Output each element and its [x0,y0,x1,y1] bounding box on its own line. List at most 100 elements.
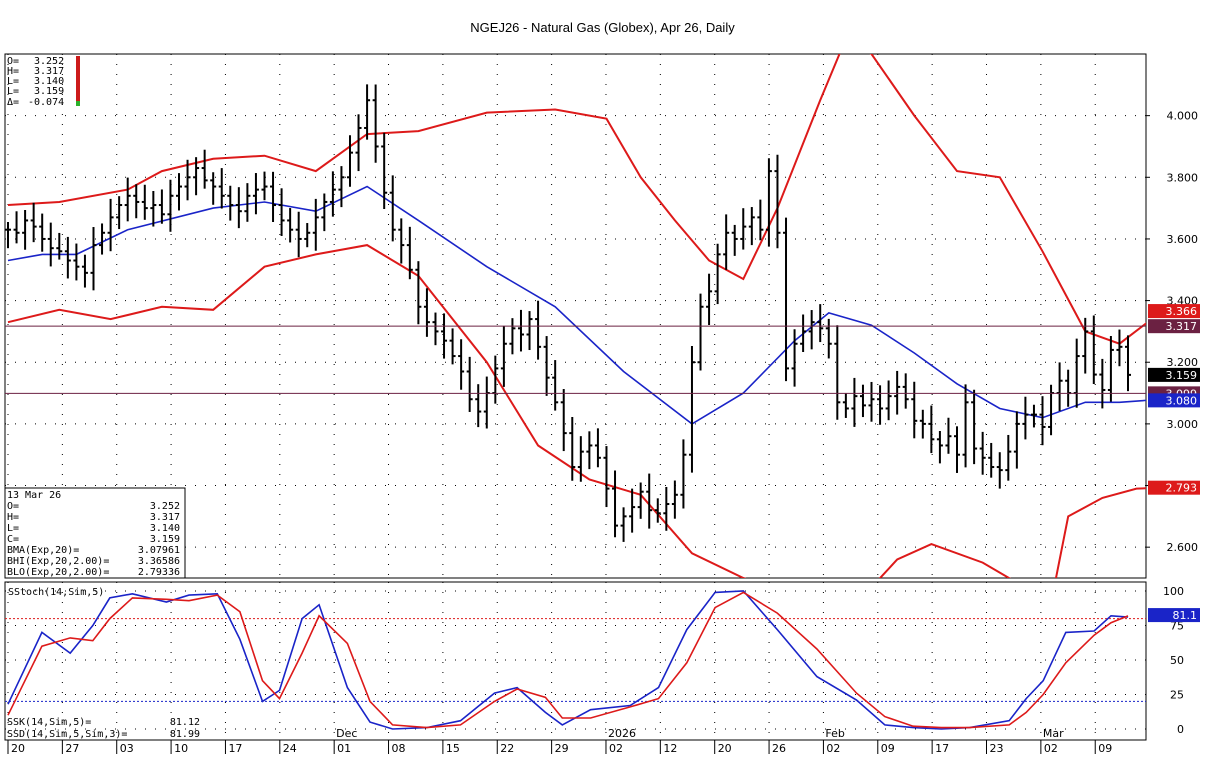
price-bar [5,221,11,249]
ssd-line [7,591,1129,729]
price-bar [1030,404,1037,428]
price-bar [346,135,353,187]
price-bar [201,149,208,189]
price-bar [706,273,713,326]
price-bar [483,376,490,429]
price-bar [372,84,379,163]
x-tick-label: 17 [228,742,242,755]
y-tick-label: 2.600 [1167,541,1199,554]
price-bar [979,431,986,475]
x-tick-label: 17 [935,742,949,755]
y-tick-label: 3.600 [1167,233,1199,246]
value-tag-label: 3.080 [1166,394,1198,407]
info-low-key: L= [7,523,19,534]
price-bar [1065,369,1072,407]
y-tick-label: 4.000 [1167,110,1199,123]
horizontal-lines [5,325,1146,702]
price-value-tag: 3.159 [1148,367,1200,382]
y-axis-labels: 2.6002.8003.0003.2003.4003.6003.8004.000… [1146,110,1198,736]
price-bar [783,217,790,382]
price-bar [389,175,396,242]
x-month-label: Feb [825,727,844,740]
price-bar [671,480,678,519]
price-bar [449,328,456,365]
price-bar [124,177,131,222]
info-box: 13 Mar 26 O= 3.252 H= 3.317 L= 3.140 C= 3.15… [4,487,186,579]
price-bar [278,188,285,236]
price-bar [466,356,473,412]
price-bar [765,158,772,247]
price-bar [47,222,54,267]
price-bar [620,507,627,542]
info-bma-value: 3.07961 [138,545,180,556]
price-bar [851,377,858,427]
x-tick-label: 22 [500,742,514,755]
price-bar [646,473,653,529]
y-tick-label: 100 [1163,585,1184,598]
price-bar [329,171,336,217]
price-bar [919,409,926,439]
price-value-tag: 3.317 [1148,319,1200,334]
price-bar [321,193,328,232]
price-bar [800,314,807,353]
x-tick-label: 24 [283,742,297,755]
price-bar [517,309,524,352]
readout-last-value: 3.159 [34,86,64,97]
x-tick-label: 20 [718,742,732,755]
price-bar [56,232,63,260]
price-bar [30,202,37,243]
price-bar [842,393,849,418]
value-tag-label: 3.317 [1166,320,1198,333]
price-bar [193,157,200,196]
ssd-key: SSD(14,Sim,5,Sim,3)= [7,729,127,740]
x-tick-label: 01 [337,742,351,755]
price-bar [509,318,516,355]
price-bar [834,325,841,420]
y-tick-label: 50 [1170,654,1184,667]
price-bar [663,486,670,531]
info-blo-value: 2.79336 [138,567,180,578]
x-tick-label: 02 [826,742,840,755]
price-bar [723,214,730,270]
price-bar [569,416,576,481]
price-bar [902,373,909,409]
price-bar [808,310,815,350]
price-bar [1090,315,1097,385]
x-tick-label: 20 [11,742,25,755]
y-tick-label: 25 [1170,689,1184,702]
value-tag-label: 3.159 [1166,369,1198,382]
x-tick-label: 23 [990,742,1004,755]
info-bma-key: BMA(Exp,20)= [7,545,79,556]
price-bar [398,218,405,264]
x-month-label: 2026 [608,727,636,740]
x-tick-label: 10 [174,742,188,755]
price-bar [304,223,311,248]
grid-dots [5,54,1146,740]
price-bar [988,442,995,478]
price-bar [654,498,661,523]
readout-low-value: 3.140 [34,76,64,87]
x-tick-label: 08 [392,742,406,755]
x-tick-label: 09 [1098,742,1112,755]
readout-last-key: L= [7,86,19,97]
readout-high-value: 3.317 [34,66,64,77]
price-bar [748,207,755,246]
price-bar [158,189,165,224]
x-month-label: Dec [336,727,357,740]
price-bar [1005,434,1012,481]
price-bar [757,199,764,241]
price-bar [594,428,601,468]
x-tick-label: 29 [555,742,569,755]
range-indicator-green [76,101,80,106]
ssk-key: SSK(14,Sim,5)= [7,717,91,728]
ssk-value: 81.12 [170,717,200,728]
price-bar [218,168,225,209]
stoch-title: SStoch(14,Sim,5) [8,587,104,598]
price-bar [885,380,892,421]
price-bar [364,84,371,140]
price-bar [996,452,1003,489]
price-bar [1107,336,1114,402]
price-bar [1116,329,1123,367]
price-bar [175,173,182,211]
